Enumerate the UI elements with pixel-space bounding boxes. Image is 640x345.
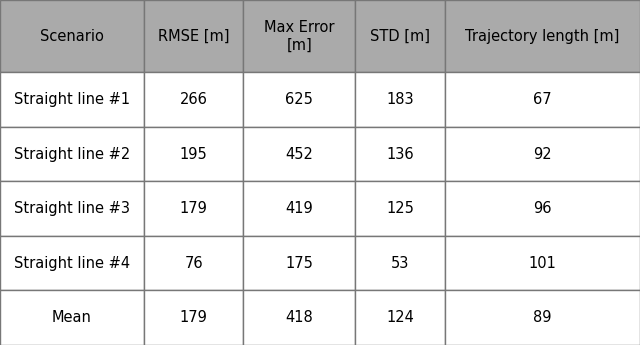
Text: 195: 195 (180, 147, 207, 162)
Bar (355, 0, 445, 72)
Bar (0, 127, 144, 181)
Text: 76: 76 (184, 256, 203, 271)
Bar (0, 181, 144, 236)
Text: 183: 183 (386, 92, 414, 107)
Bar (144, 72, 243, 127)
Text: 175: 175 (285, 256, 313, 271)
Bar (355, 181, 445, 236)
Bar (243, 72, 355, 127)
Text: Straight line #3: Straight line #3 (14, 201, 130, 216)
Text: 625: 625 (285, 92, 313, 107)
Bar (243, 0, 355, 72)
Text: STD [m]: STD [m] (370, 29, 430, 44)
Text: 92: 92 (533, 147, 552, 162)
Bar (355, 236, 445, 290)
Bar (243, 236, 355, 290)
Bar (0, 72, 144, 127)
Bar (0, 290, 144, 345)
Bar (355, 290, 445, 345)
Text: 67: 67 (533, 92, 552, 107)
Bar (355, 127, 445, 181)
Bar (445, 181, 640, 236)
Bar (0, 0, 144, 72)
Text: Mean: Mean (52, 310, 92, 325)
Text: RMSE [m]: RMSE [m] (158, 29, 229, 44)
Text: 419: 419 (285, 201, 313, 216)
Bar (445, 290, 640, 345)
Text: 452: 452 (285, 147, 313, 162)
Text: 124: 124 (386, 310, 414, 325)
Text: Straight line #1: Straight line #1 (14, 92, 130, 107)
Text: 179: 179 (180, 310, 207, 325)
Bar (144, 236, 243, 290)
Bar (355, 72, 445, 127)
Text: 53: 53 (391, 256, 409, 271)
Text: 136: 136 (386, 147, 414, 162)
Bar (445, 72, 640, 127)
Text: Max Error
[m]: Max Error [m] (264, 20, 335, 52)
Bar (144, 181, 243, 236)
Text: 89: 89 (533, 310, 552, 325)
Text: Straight line #4: Straight line #4 (14, 256, 130, 271)
Text: 266: 266 (180, 92, 207, 107)
Bar (144, 0, 243, 72)
Text: 125: 125 (386, 201, 414, 216)
Text: 101: 101 (529, 256, 556, 271)
Text: Trajectory length [m]: Trajectory length [m] (465, 29, 620, 44)
Text: Scenario: Scenario (40, 29, 104, 44)
Text: 96: 96 (533, 201, 552, 216)
Bar (144, 290, 243, 345)
Text: 418: 418 (285, 310, 313, 325)
Bar (445, 127, 640, 181)
Text: Straight line #2: Straight line #2 (14, 147, 130, 162)
Bar (144, 127, 243, 181)
Bar (445, 236, 640, 290)
Bar (445, 0, 640, 72)
Bar (243, 181, 355, 236)
Bar (243, 290, 355, 345)
Bar (0, 236, 144, 290)
Text: 179: 179 (180, 201, 207, 216)
Bar (243, 127, 355, 181)
